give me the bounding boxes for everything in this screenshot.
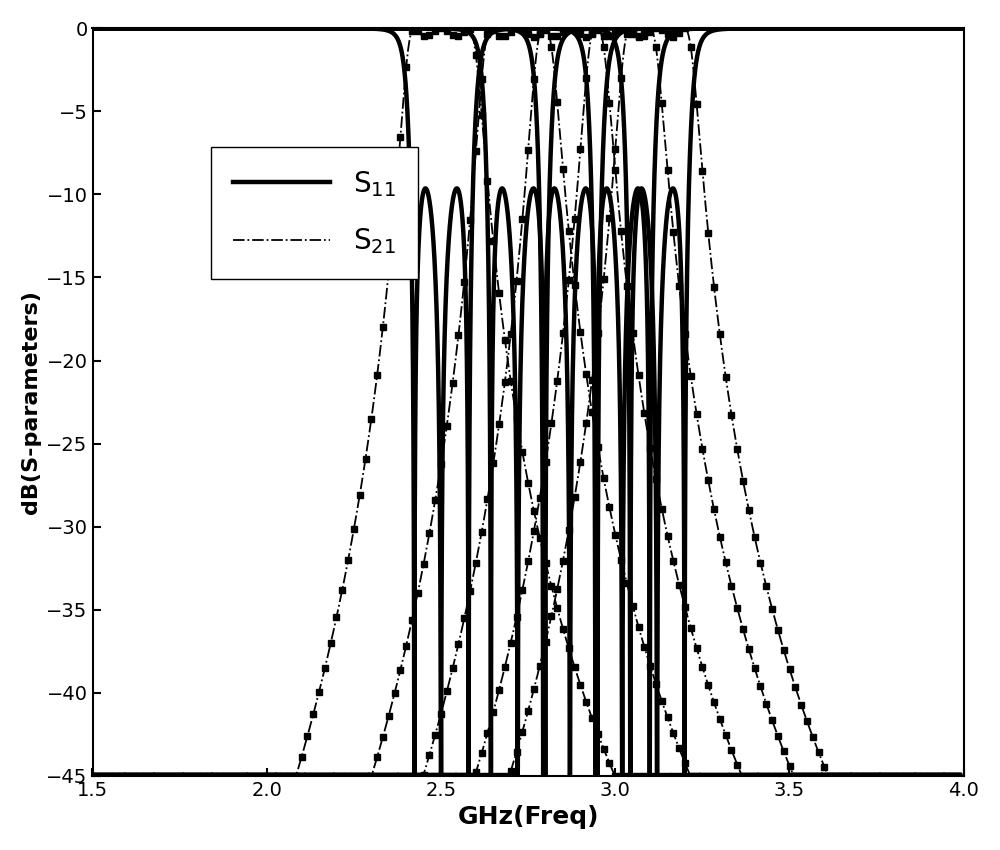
X-axis label: GHz(Freq): GHz(Freq): [457, 805, 599, 829]
Y-axis label: dB(S-parameters): dB(S-parameters): [21, 290, 41, 514]
Legend: S$_{11}$, S$_{21}$: S$_{11}$, S$_{21}$: [211, 147, 418, 279]
